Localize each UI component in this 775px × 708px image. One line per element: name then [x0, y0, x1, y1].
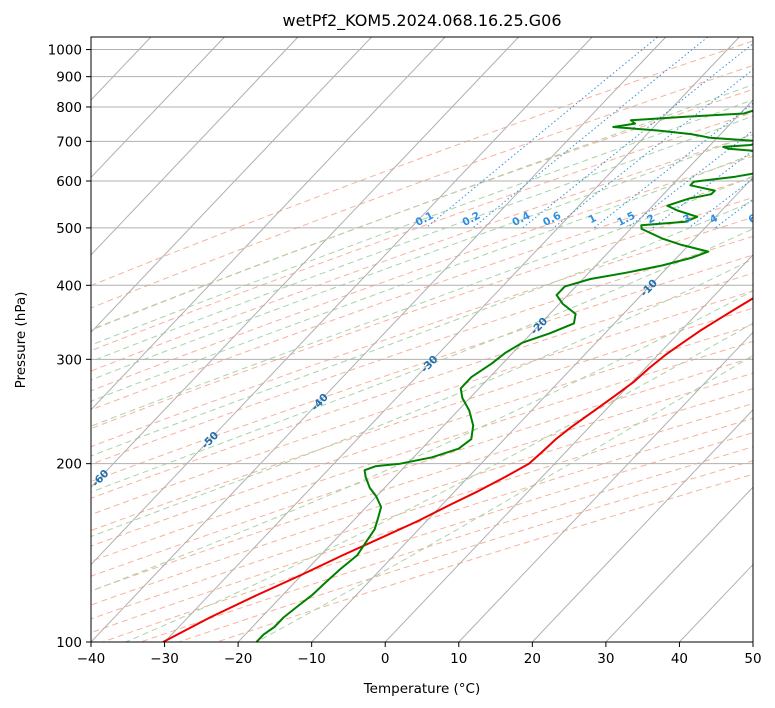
series-layer: [162, 109, 753, 642]
x-tick-label: 30: [597, 651, 614, 667]
moist-adiabat-line: [91, 84, 753, 331]
axis-layer: −40 −30 −20 −10 0 10 20 30 40 50 100 200 300 400 500 60…: [48, 43, 762, 667]
x-tick-label: 10: [450, 651, 467, 667]
mixing-ratio-label: 6: [747, 212, 759, 226]
isotherm-line: [605, 486, 753, 642]
isotherm-line: [91, 37, 593, 566]
plot-frame: [90, 36, 754, 643]
y-tick-label: 200: [56, 457, 82, 473]
y-tick-label: 700: [56, 134, 82, 150]
y-tick-label: 800: [56, 100, 82, 116]
dewpoint-line: [255, 109, 753, 642]
isotherm-line: [91, 37, 667, 642]
isotherm-line: [91, 37, 225, 179]
x-tick-label: −20: [224, 651, 253, 667]
chart-title: wetPf2_KOM5.2024.068.16.25.G06: [282, 11, 561, 31]
x-tick-label: −10: [297, 651, 326, 667]
x-tick-label: 20: [524, 651, 541, 667]
isotherm-line: [91, 37, 446, 411]
isotherm-line: [91, 37, 520, 488]
x-axis-label: Temperature (°C): [363, 681, 481, 697]
x-tick-label: 50: [744, 651, 761, 667]
isotherm-line: [310, 176, 753, 642]
x-tick-label: 0: [381, 651, 390, 667]
isotherm-line: [531, 408, 753, 642]
isotherm-label: 0: [752, 244, 766, 258]
y-tick-label: 300: [56, 352, 82, 368]
mixing-ratio-line: [553, 68, 753, 229]
y-tick-label: 400: [56, 278, 82, 294]
moist-adiabat-line: [125, 322, 753, 642]
isotherm-line: [458, 331, 753, 642]
y-tick-label: 900: [56, 70, 82, 86]
y-tick-label: 600: [56, 174, 82, 190]
mixing-ratio-line: [472, 37, 709, 229]
y-tick-label: 500: [56, 221, 82, 237]
dry-adiabat-line: [91, 324, 753, 547]
moist-adiabat-line: [91, 133, 753, 381]
isotherm-line: [91, 37, 299, 256]
dry-adiabat-line: [91, 340, 753, 562]
isotherm-line: [163, 37, 740, 642]
x-tick-label: −40: [77, 651, 106, 667]
y-tick-label: 100: [56, 635, 82, 651]
grid-layer: [91, 37, 753, 642]
mixing-ratio-line: [425, 37, 659, 229]
dry-adiabat-line: [91, 372, 753, 592]
x-tick-label: 40: [671, 651, 688, 667]
dry-adiabat-line: [91, 290, 753, 516]
isotherm-line: [91, 37, 372, 334]
dry-adiabat-line: [91, 111, 753, 352]
moist-adiabat-line: [91, 175, 753, 427]
mixing-ratio-line: [627, 129, 753, 229]
temperature-line: [162, 297, 753, 642]
isotherm-line: [384, 254, 753, 642]
isotherm-line: [237, 99, 753, 642]
y-axis-label: Pressure (hPa): [13, 292, 29, 389]
dry-adiabat-line: [91, 235, 753, 465]
y-tick-label: 1000: [48, 43, 82, 59]
x-tick-label: −30: [150, 651, 179, 667]
dry-adiabat-line: [91, 176, 753, 411]
